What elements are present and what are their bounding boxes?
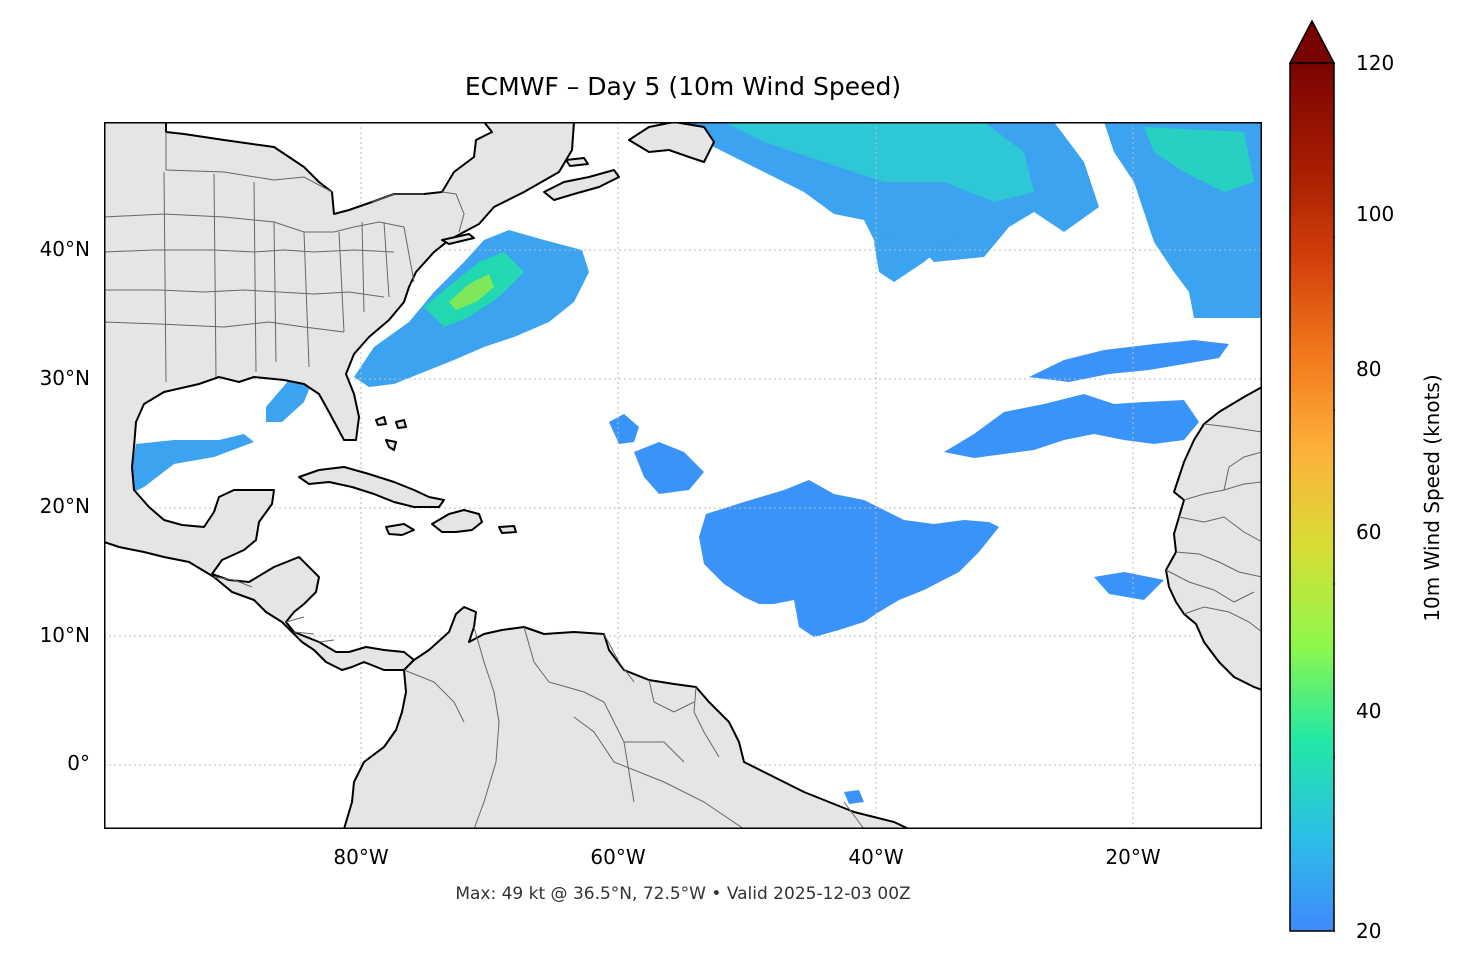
colorbar-tick-100: 100 [1356,202,1395,226]
wind-patch-north-atlantic-core [724,122,1034,202]
south-america [343,606,910,829]
mexico-central-america-borders [213,576,335,643]
lon-tick-80w: 80°W [333,845,389,869]
colorbar-extend-triangle [1289,20,1335,64]
nova-scotia [543,169,620,201]
colorbar-gradient [1289,62,1335,932]
jamaica [385,523,415,536]
north-america [104,122,575,671]
africa-borders [1165,423,1262,633]
lat-tick-0: 0° [67,751,90,775]
colorbar-tick-60: 60 [1356,520,1382,544]
us-canada-border [165,132,465,233]
lon-tick-60w: 60°W [590,845,646,869]
wind-patch-northeast-core [1144,127,1254,192]
wind-patch-cape-verde [1094,572,1164,600]
map-border [104,122,1262,829]
wind-patch-subtropical-band-north [1029,340,1229,382]
wind-patch-subtropical-band [944,394,1199,458]
wind-patch-gulf-east [266,377,314,422]
political-borders [104,132,1262,829]
land [104,122,1262,829]
lon-tick-40w: 40°W [848,845,904,869]
us-state-borders [104,171,415,383]
map-footer: Max: 49 kt @ 36.5°N, 72.5°W • Valid 2025… [455,884,911,904]
colorbar-tick-80: 80 [1356,357,1382,381]
wind-patch-north-atlantic-1b [874,222,954,282]
newfoundland [628,122,715,163]
wind-patch-mid-atlantic-west [609,414,639,444]
graticule [104,122,1262,829]
lon-tick-20w: 20°W [1105,845,1161,869]
lat-tick-40n: 40°N [39,237,90,261]
colorbar-tick-120: 120 [1356,51,1395,75]
lat-tick-20n: 20°N [39,494,90,518]
hispaniola [431,509,483,533]
lat-tick-10n: 10°N [39,623,90,647]
wind-patch-us-coast-max [449,274,494,310]
map-title: ECMWF – Day 5 (10m Wind Speed) [464,72,902,101]
colorbar-tick-40: 40 [1356,699,1382,723]
map-panel[interactable] [104,122,1262,829]
colorbar-label: 10m Wind Speed (knots) [1420,374,1444,622]
wind-patch-equator [844,790,864,804]
lat-tick-30n: 30°N [39,366,90,390]
puerto-rico [498,525,517,534]
wind-patch-gulf-west [132,434,254,492]
cuba [298,466,445,508]
pei [565,157,589,167]
wind-patch-mid-atlantic-west-2 [634,442,704,494]
map-svg [104,122,1262,829]
long-island [441,233,475,245]
florida-keys-bahamas [375,416,407,451]
south-america-borders [403,626,865,829]
colorbar-tick-20: 20 [1356,919,1382,943]
wind-patch-central-atlantic [699,480,999,637]
colorbar [1289,20,1335,932]
wind-speed-field [132,122,1262,804]
